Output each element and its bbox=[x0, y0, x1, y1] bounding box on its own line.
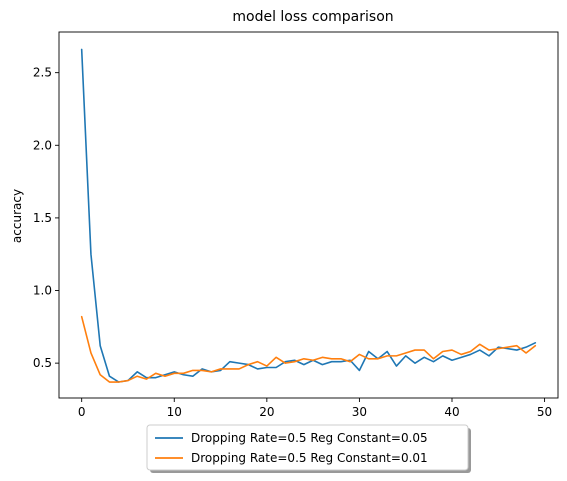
x-axis: 0 10 20 30 40 50 bbox=[78, 398, 552, 419]
plot-area bbox=[58, 31, 559, 399]
y-axis-title: accuracy bbox=[10, 189, 24, 243]
axes-frame bbox=[58, 31, 559, 399]
x-tick-label: 50 bbox=[537, 405, 552, 419]
plot-background bbox=[59, 32, 558, 398]
x-tick-label: 0 bbox=[78, 405, 86, 419]
y-tick-label: 0.5 bbox=[33, 356, 52, 370]
x-tick-label: 40 bbox=[444, 405, 459, 419]
y-tick-label: 2.0 bbox=[33, 138, 52, 152]
legend-entry-label: Dropping Rate=0.5 Reg Constant=0.05 bbox=[191, 431, 428, 445]
x-tick-label: 20 bbox=[259, 405, 274, 419]
y-axis: 0.5 1.0 1.5 2.0 2.5 bbox=[33, 66, 59, 370]
legend: Dropping Rate=0.5 Reg Constant=0.05 Dropp… bbox=[146, 424, 471, 473]
y-tick-label: 1.0 bbox=[33, 284, 52, 298]
chart-title: model loss comparison bbox=[232, 9, 393, 25]
legend-frame bbox=[146, 424, 469, 471]
x-tick-label: 30 bbox=[352, 405, 367, 419]
y-tick-label: 2.5 bbox=[33, 66, 52, 80]
series-line-1 bbox=[80, 48, 537, 383]
series-line-2 bbox=[80, 315, 537, 383]
y-tick-label: 1.5 bbox=[33, 211, 52, 225]
x-tick-label: 10 bbox=[167, 405, 182, 419]
legend-entry-label: Dropping Rate=0.5 Reg Constant=0.01 bbox=[191, 451, 428, 465]
